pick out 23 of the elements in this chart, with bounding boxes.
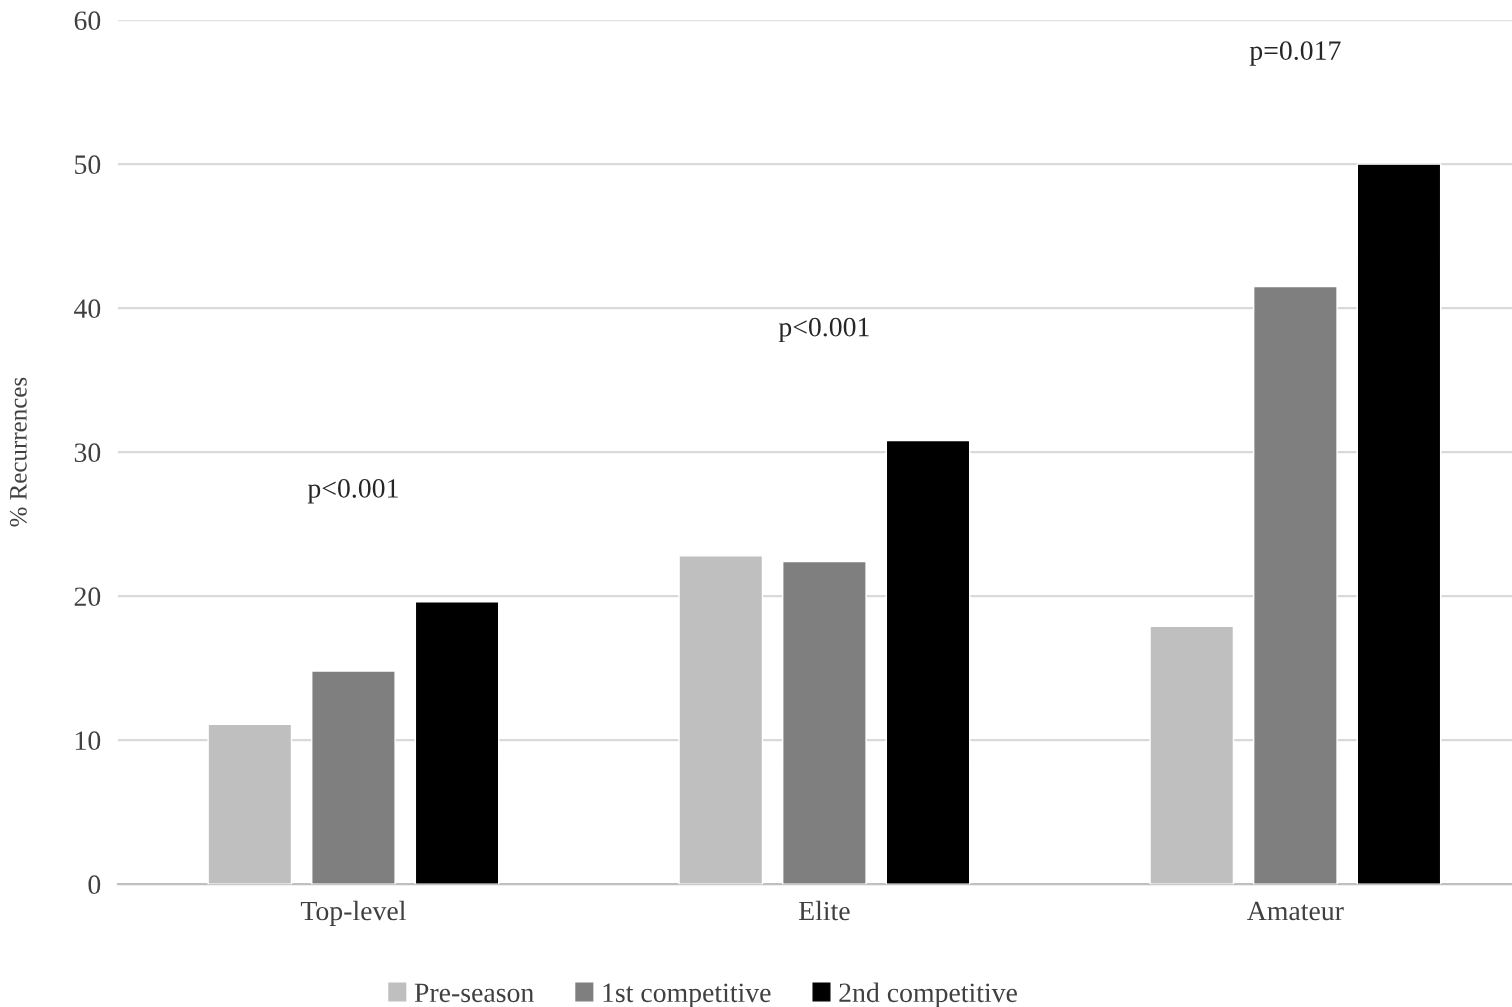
legend-label: 2nd competitive	[839, 982, 1017, 1007]
y-tick-label: 30	[74, 443, 101, 463]
bar	[414, 601, 500, 885]
bar	[311, 670, 396, 885]
y-axis-title: % Recurrences	[9, 377, 27, 527]
y-tick-label: 20	[74, 587, 101, 607]
y-tick-label: 10	[75, 731, 101, 751]
y-tick-label: 0	[88, 875, 101, 895]
x-tick-label: Amateur	[1247, 901, 1344, 921]
bar	[1356, 163, 1442, 885]
bar	[885, 439, 971, 885]
y-tick-label: 60	[74, 11, 101, 31]
annotation: p<0.001	[307, 479, 398, 504]
bar	[782, 560, 867, 885]
legend-label: Pre-season	[414, 983, 534, 1003]
annotation: p<0.001	[778, 317, 869, 343]
y-tick-label: 50	[75, 155, 101, 175]
y-tick-label: 40	[74, 299, 101, 319]
x-tick-label: Top-level	[300, 900, 406, 926]
legend-label: 1st competitive	[603, 983, 771, 1007]
annotation: p=0.017	[1249, 41, 1341, 66]
x-tick-label: Elite	[798, 900, 850, 921]
bar	[1252, 285, 1338, 885]
